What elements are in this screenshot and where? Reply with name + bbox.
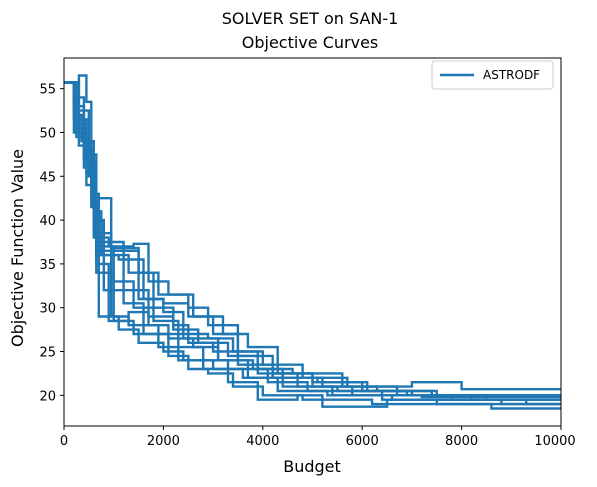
series-line-1 [64,81,561,397]
y-tick-label: 35 [39,258,56,273]
legend: ASTRODF [431,60,554,90]
x-tick-label: 6000 [346,434,379,449]
y-tick-label: 50 [39,126,56,141]
series-line-10 [64,81,561,410]
axis-ticks: 0 2000 4000 6000 8000 10000 20 25 30 35 40 45 50 55 [39,83,575,449]
y-tick-label: 45 [39,170,56,185]
legend-box [431,60,554,90]
series-line-7 [64,81,561,401]
y-tick-label: 30 [39,302,56,317]
x-tick-label: 0 [60,434,68,449]
y-tick-label: 20 [39,389,56,404]
chart-title: SOLVER SET on SAN-1 [222,9,399,28]
legend-label-astrodf: ASTRODF [483,68,540,82]
x-tick-label: 10000 [534,434,575,449]
series-line-4 [64,81,561,401]
y-tick-label: 25 [39,346,56,361]
plot-area-frame [63,57,562,427]
x-tick-label: 2000 [147,434,180,449]
series-line-9 [64,81,561,397]
chart-subtitle: Objective Curves [242,33,379,52]
x-axis-label: Budget [283,457,341,476]
y-tick-label: 40 [39,214,56,229]
x-tick-label: 4000 [246,434,279,449]
series-line-6 [64,81,561,399]
series-line-3 [64,74,561,397]
series-line-12 [64,81,561,391]
y-tick-label: 55 [39,83,56,98]
series-line-2 [64,81,561,401]
y-axis-label: Objective Function Value [8,149,27,347]
series-layer [64,74,561,410]
x-tick-label: 8000 [445,434,478,449]
series-line-11 [64,81,561,408]
